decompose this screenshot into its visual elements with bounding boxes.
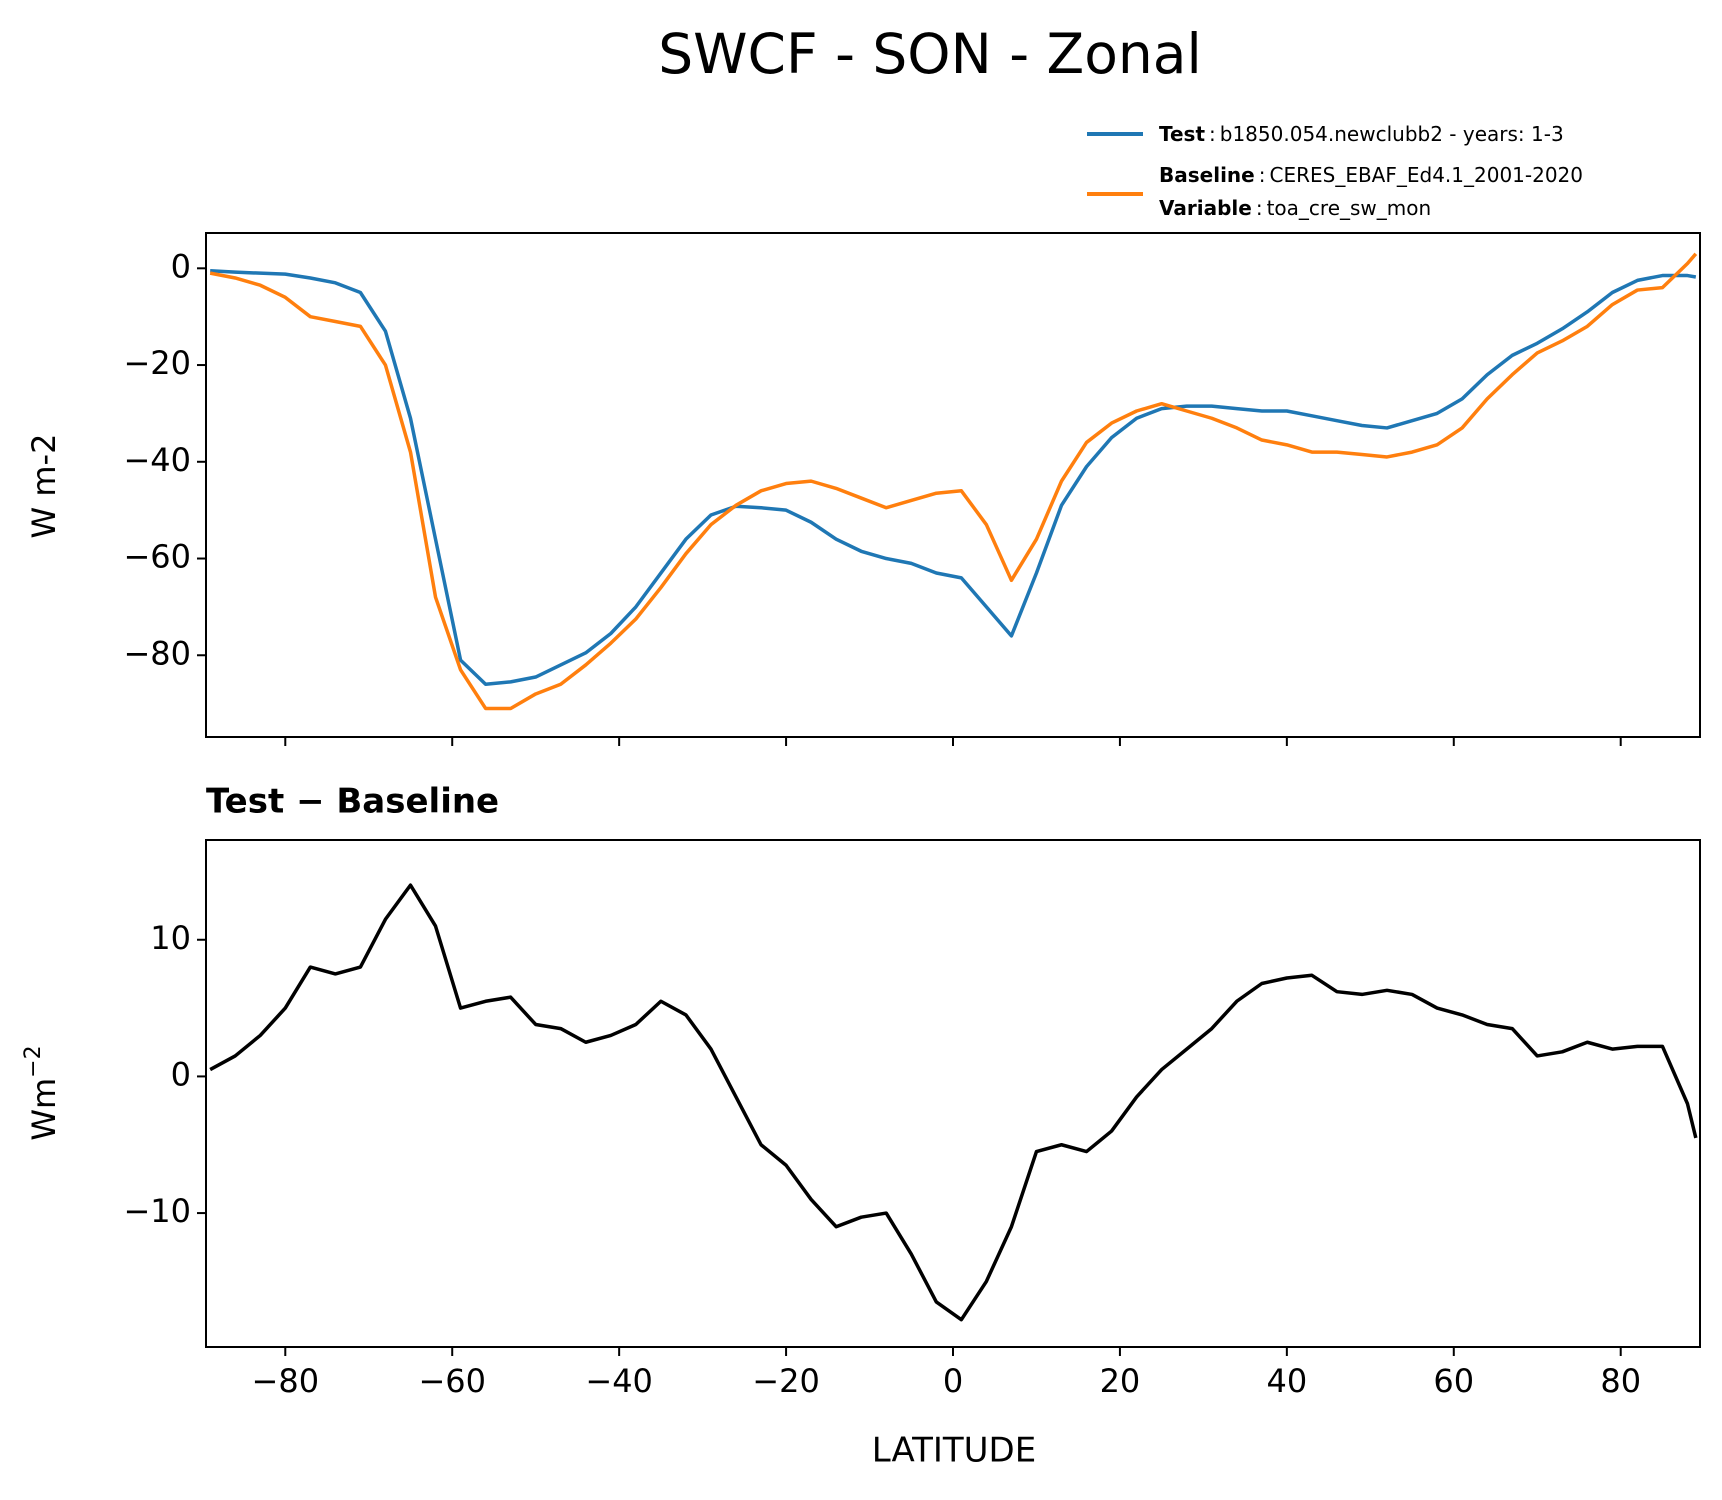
- y-axis-label: Wm−2: [21, 1045, 63, 1140]
- legend-entry: Baseline: CERES_EBAF_Ed4.1_2001-2020: [1159, 163, 1583, 187]
- legend-separator: :: [1209, 122, 1216, 146]
- y-tick-label: −60: [123, 538, 191, 576]
- y-tick-label: −40: [123, 441, 191, 479]
- plot-area: [209, 883, 1698, 1322]
- panel-title: Test − Baseline: [206, 782, 499, 822]
- y-tick-label: −20: [123, 344, 191, 382]
- data-line: [209, 883, 1698, 1322]
- legend-description: CERES_EBAF_Ed4.1_2001-2020: [1269, 163, 1583, 187]
- chart-title: SWCF - SON - Zonal: [658, 22, 1201, 86]
- y-tick-label: 0: [171, 247, 191, 285]
- x-tick-label: 80: [1600, 1362, 1641, 1400]
- data-line: [210, 268, 1697, 687]
- y-axis-label-superscript: −2: [21, 1045, 46, 1077]
- x-axis-label: LATITUDE: [872, 1431, 1036, 1471]
- legend-variable-value: toa_cre_sw_mon: [1267, 196, 1432, 220]
- y-tick-label: −10: [123, 1192, 191, 1230]
- y-tick-label: 10: [150, 919, 191, 957]
- x-tick-label: −60: [418, 1362, 486, 1400]
- x-tick-label: 20: [1100, 1362, 1141, 1400]
- x-tick-label: 40: [1266, 1362, 1307, 1400]
- plot-area: [209, 252, 1698, 711]
- data-line: [209, 252, 1698, 711]
- y-axis-label-base: Wm: [25, 1078, 63, 1141]
- legend-separator: :: [1256, 196, 1263, 220]
- legend-name: Test: [1159, 122, 1205, 146]
- legend-description: b1850.054.newclubb2 - years: 1-3: [1220, 122, 1564, 146]
- legend-name: Baseline: [1159, 163, 1255, 187]
- x-tick-label: −20: [752, 1362, 820, 1400]
- legend-variable: Variable: toa_cre_sw_mon: [1159, 196, 1431, 220]
- x-tick-label: 60: [1433, 1362, 1474, 1400]
- legend-entry: Test: b1850.054.newclubb2 - years: 1-3: [1159, 122, 1564, 146]
- y-tick-label: −80: [123, 634, 191, 672]
- x-tick-label: −40: [585, 1362, 653, 1400]
- legend-variable-label: Variable: [1159, 196, 1252, 220]
- y-tick-label: 0: [171, 1055, 191, 1093]
- x-tick-label: 0: [943, 1362, 963, 1400]
- legend-separator: :: [1259, 163, 1266, 187]
- x-tick-label: −80: [252, 1362, 320, 1400]
- y-axis-label: W m-2: [25, 434, 63, 539]
